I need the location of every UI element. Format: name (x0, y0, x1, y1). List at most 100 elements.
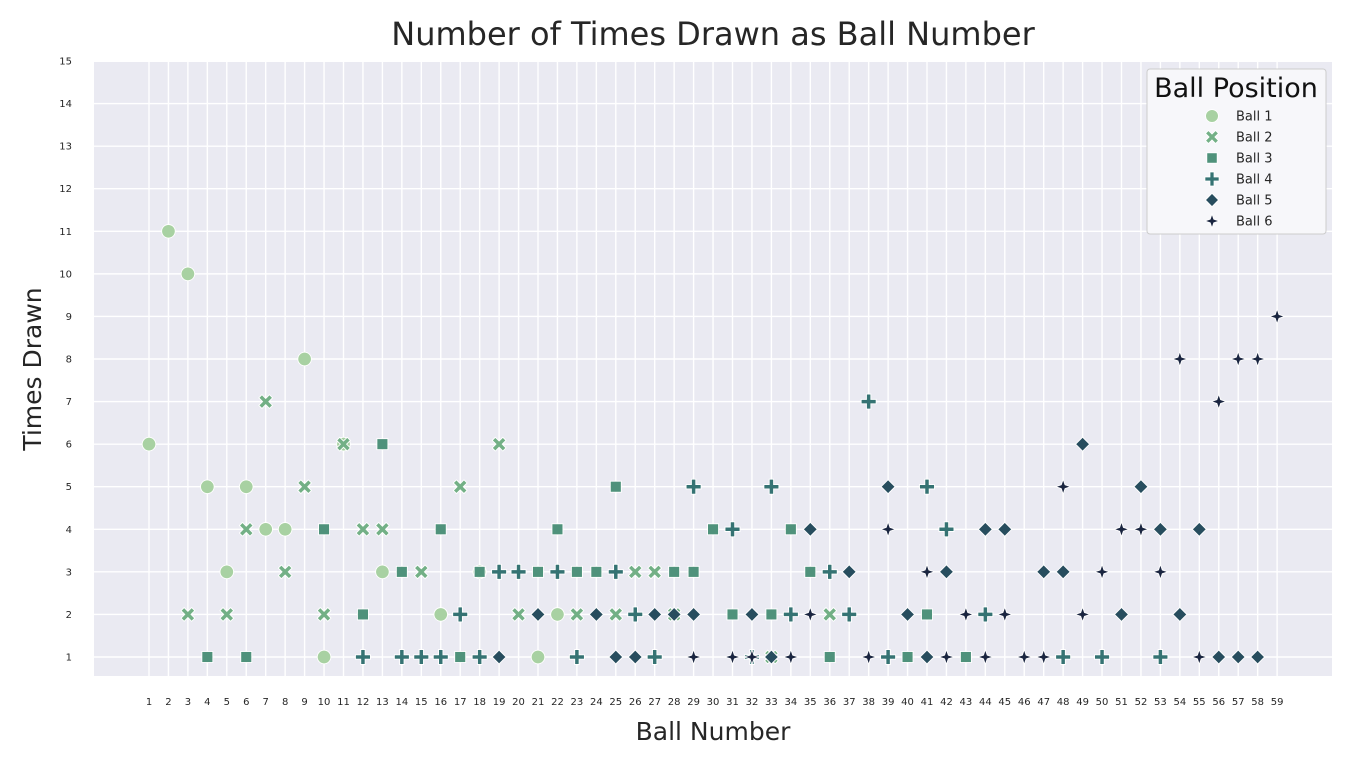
data-point (1152, 649, 1169, 665)
data-point (551, 523, 564, 536)
data-point (201, 651, 214, 663)
x-tick-label: 48 (1057, 697, 1070, 708)
data-point (627, 606, 644, 623)
x-tick-label: 37 (843, 697, 856, 708)
data-point (685, 478, 702, 495)
data-point (1054, 477, 1073, 496)
data-point (997, 521, 1013, 537)
data-point (297, 479, 313, 495)
data-point (938, 521, 955, 538)
y-tick-label: 5 (66, 482, 72, 493)
data-point (627, 564, 643, 580)
data-point (647, 606, 663, 623)
data-point (763, 478, 780, 495)
data-point (568, 649, 585, 665)
data-point (880, 479, 896, 495)
x-tick-label: 38 (862, 697, 875, 708)
y-tick-label: 10 (59, 269, 72, 280)
data-point (1151, 562, 1170, 581)
x-tick-label: 41 (921, 697, 934, 708)
data-point (433, 607, 449, 622)
data-point (822, 606, 838, 622)
x-tick-label: 7 (263, 697, 269, 708)
x-tick-label: 33 (765, 697, 778, 708)
x-tick-label: 44 (979, 697, 992, 708)
series-6-points (684, 307, 1287, 666)
data-point (1113, 606, 1130, 623)
data-point (609, 480, 622, 493)
y-tick-label: 13 (59, 142, 72, 153)
legend-label: Ball 2 (1236, 131, 1273, 146)
data-point (919, 649, 935, 665)
data-point (687, 565, 700, 578)
y-tick-label: 4 (66, 525, 72, 536)
x-tick-label: 49 (1076, 697, 1089, 708)
data-point (316, 649, 332, 665)
data-point (724, 521, 741, 538)
data-point (744, 606, 760, 623)
legend-marker-3 (1206, 152, 1218, 164)
data-points (141, 224, 1287, 666)
data-point (376, 438, 389, 451)
x-tick-label: 53 (1154, 697, 1167, 708)
x-axis-label: Ball Number (636, 717, 791, 746)
data-point (1230, 649, 1246, 665)
data-point (1034, 648, 1053, 666)
data-point (511, 606, 527, 622)
data-point (1133, 479, 1149, 495)
data-point (1094, 649, 1111, 665)
data-point (569, 606, 585, 622)
data-point (510, 563, 527, 580)
x-tick-label: 12 (357, 697, 370, 708)
data-point (977, 521, 993, 537)
legend-title: Ball Position (1154, 73, 1318, 104)
data-point (801, 605, 820, 624)
y-tick-label: 9 (66, 312, 72, 323)
data-point (316, 606, 332, 622)
x-tick-label: 51 (1115, 697, 1128, 708)
data-point (607, 563, 624, 580)
legend-marker-2 (1204, 129, 1220, 145)
data-point (995, 605, 1014, 624)
tick-labels: 1 2 3 4 5 6 7 8 9 10 11 12 13 14 15 16 17 18 19 20 21 22 23 24 2… (59, 57, 1283, 708)
data-point (532, 565, 544, 578)
data-point (357, 608, 369, 621)
data-point (432, 649, 449, 665)
data-point (318, 523, 330, 536)
legend-marker-5 (1204, 192, 1220, 208)
data-point (1015, 648, 1034, 666)
x-tick-label: 4 (204, 697, 210, 708)
data-point (841, 564, 857, 580)
data-point (219, 606, 235, 622)
series-4-points (355, 393, 1169, 665)
data-point (1250, 649, 1266, 665)
x-tick-label: 58 (1251, 697, 1264, 708)
x-tick-label: 15 (415, 697, 428, 708)
data-point (646, 649, 663, 665)
x-tick-label: 8 (282, 697, 288, 708)
data-point (1211, 649, 1227, 665)
data-point (821, 563, 838, 580)
data-point (277, 564, 293, 580)
x-tick-label: 14 (395, 697, 408, 708)
data-point (859, 648, 878, 666)
x-tick-label: 21 (532, 697, 545, 708)
x-tick-label: 1 (146, 697, 152, 708)
data-point (434, 523, 447, 536)
data-point (918, 562, 936, 581)
x-tick-label: 27 (648, 697, 661, 708)
data-point (782, 606, 799, 623)
data-point (1055, 649, 1072, 665)
x-tick-label: 45 (998, 697, 1011, 708)
data-point (1055, 564, 1071, 580)
data-point (258, 394, 274, 410)
x-tick-label: 18 (473, 697, 486, 708)
x-tick-label: 11 (337, 697, 350, 708)
data-point (355, 649, 371, 665)
x-tick-label: 47 (1037, 697, 1050, 708)
x-tick-label: 3 (185, 697, 191, 708)
data-point (393, 649, 410, 665)
data-point (550, 607, 565, 622)
data-point (860, 393, 877, 410)
x-tick-label: 5 (224, 697, 230, 708)
